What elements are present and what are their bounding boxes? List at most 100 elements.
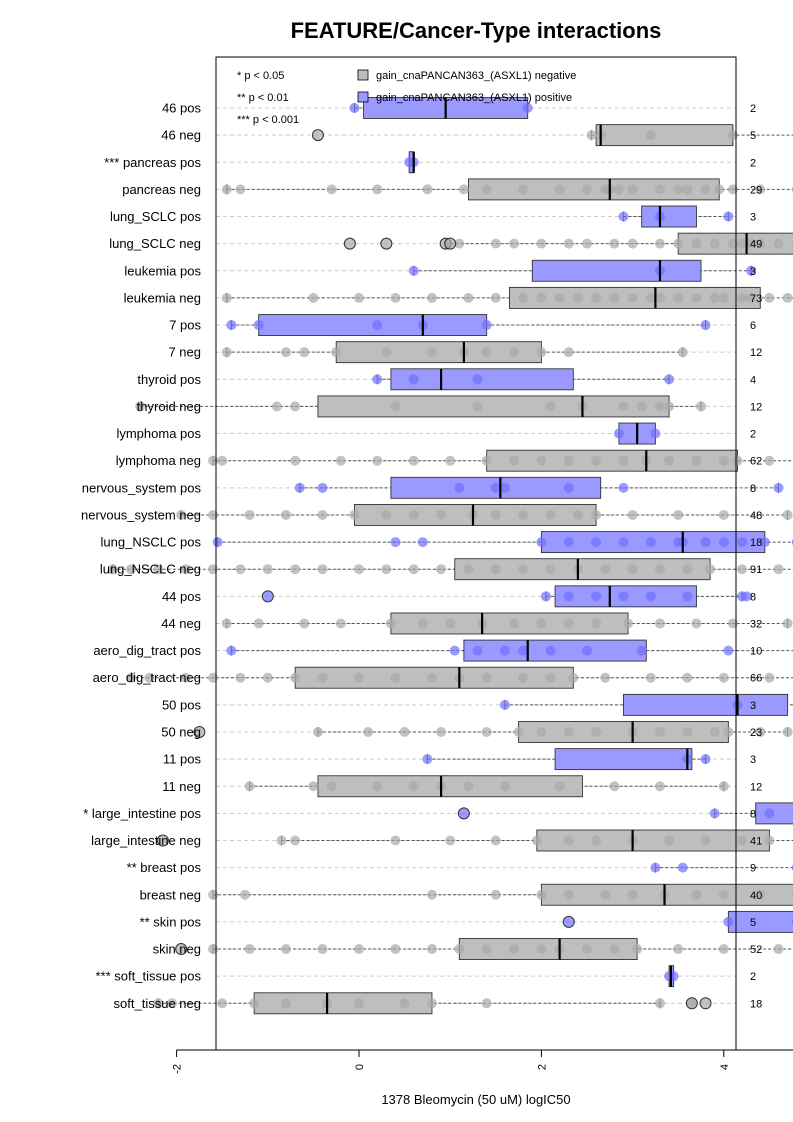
count-label: 6	[750, 320, 756, 332]
data-point	[718, 292, 729, 303]
data-point	[545, 509, 556, 520]
data-point	[249, 998, 260, 1009]
data-point	[727, 130, 738, 141]
data-point	[536, 889, 547, 900]
data-point	[335, 455, 346, 466]
data-point	[390, 537, 401, 548]
legend: * p < 0.05 ** p < 0.01 *** p < 0.001 gai…	[237, 69, 576, 126]
data-point	[645, 672, 656, 683]
data-point	[372, 374, 383, 385]
data-point	[518, 292, 529, 303]
data-point	[718, 944, 729, 955]
data-point	[408, 374, 419, 385]
box	[595, 124, 734, 147]
data-point	[244, 781, 255, 792]
data-point	[591, 835, 602, 846]
row-label: lung_NSCLC neg	[100, 562, 201, 577]
sig-legend-2: ** p < 0.01	[237, 92, 289, 104]
row-group: 11 neg 12	[162, 775, 762, 798]
data-point	[536, 347, 547, 358]
data-point	[244, 944, 255, 955]
data-point	[317, 564, 328, 575]
row-group: soft_tissue neg 18	[114, 992, 762, 1015]
data-point	[221, 347, 232, 358]
data-point	[408, 265, 419, 276]
data-point	[718, 781, 729, 792]
data-point	[654, 781, 665, 792]
data-point	[176, 509, 187, 520]
data-point	[618, 482, 629, 493]
data-point	[226, 645, 237, 656]
data-point	[613, 184, 624, 195]
data-point	[426, 998, 437, 1009]
data-point	[654, 184, 665, 195]
data-point	[755, 238, 766, 249]
data-point	[436, 564, 447, 575]
data-point	[499, 482, 510, 493]
data-point	[563, 537, 574, 548]
data-point	[390, 672, 401, 683]
data-point	[326, 781, 337, 792]
row-label: skin neg	[153, 942, 201, 957]
data-point	[217, 998, 228, 1009]
data-point	[536, 618, 547, 629]
data-point	[208, 509, 219, 520]
data-point	[463, 781, 474, 792]
data-point	[563, 726, 574, 737]
data-point	[381, 347, 392, 358]
data-point	[700, 320, 711, 331]
data-point	[518, 564, 529, 575]
data-point	[454, 482, 465, 493]
data-point	[372, 455, 383, 466]
data-point	[253, 320, 264, 331]
data-point	[591, 292, 602, 303]
data-point	[677, 347, 688, 358]
row-group: thyroid neg 12	[135, 395, 762, 418]
data-point	[354, 944, 364, 955]
x-tick-label: 4	[719, 1064, 731, 1070]
row-group: 44 neg 32	[161, 612, 793, 635]
data-point	[294, 482, 305, 493]
data-point	[627, 184, 638, 195]
data-point	[673, 944, 684, 955]
data-point	[372, 781, 383, 792]
data-point	[317, 944, 328, 955]
data-point	[235, 184, 246, 195]
count-label: 3	[750, 212, 756, 224]
data-point	[481, 347, 492, 358]
data-point	[654, 998, 665, 1009]
data-point	[449, 645, 460, 656]
data-point	[235, 564, 246, 575]
data-point	[212, 537, 223, 548]
data-point	[317, 509, 328, 520]
data-point	[645, 591, 656, 602]
count-label: 2	[750, 157, 756, 169]
data-point	[317, 482, 328, 493]
data-point	[755, 184, 766, 195]
data-point	[481, 672, 492, 683]
data-point	[426, 292, 437, 303]
data-point	[436, 726, 447, 737]
data-point	[591, 591, 602, 602]
data-point	[208, 889, 219, 900]
data-point	[682, 591, 693, 602]
sig-legend-3: *** p < 0.001	[237, 114, 299, 126]
data-point	[700, 754, 711, 765]
row-label: 44 neg	[161, 616, 201, 631]
data-point	[372, 320, 383, 331]
data-point	[650, 862, 661, 873]
data-point	[240, 889, 250, 900]
data-point	[709, 238, 720, 249]
data-point	[696, 401, 706, 412]
data-point	[399, 998, 410, 1009]
data-point	[509, 347, 520, 358]
data-point	[582, 944, 592, 955]
count-label: 12	[750, 401, 762, 413]
data-point	[217, 455, 228, 466]
data-point	[609, 944, 620, 955]
data-point	[554, 292, 565, 303]
data-point	[408, 455, 419, 466]
data-point	[390, 401, 401, 412]
data-point	[518, 184, 529, 195]
data-point	[732, 455, 743, 466]
